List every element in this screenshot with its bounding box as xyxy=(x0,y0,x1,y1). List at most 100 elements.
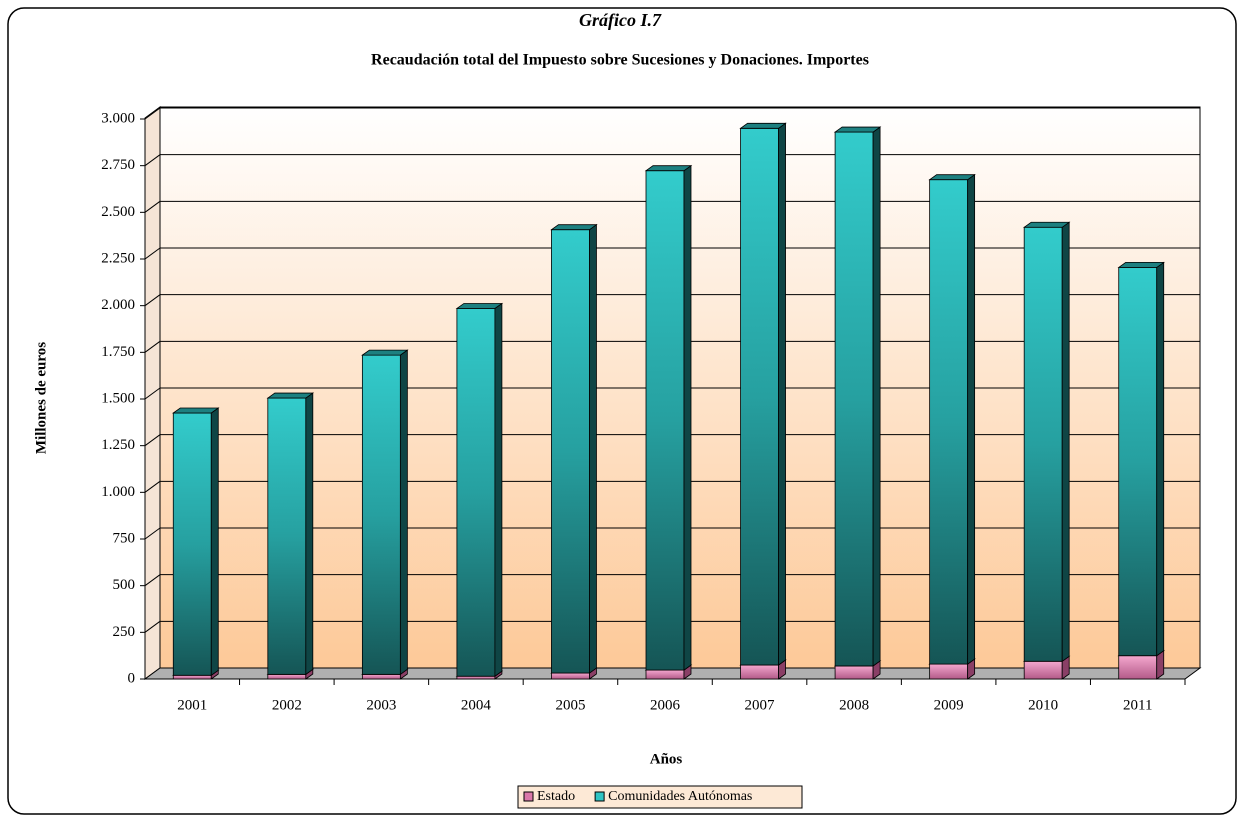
y-tick-label: 2.750 xyxy=(101,157,135,173)
chart-title: Gráfico I.7 xyxy=(579,10,662,30)
bar-front xyxy=(267,397,307,675)
bar-side xyxy=(872,126,881,667)
y-tick-label: 750 xyxy=(113,530,136,546)
y-tick-label: 1.500 xyxy=(101,390,135,406)
bar-segment xyxy=(550,223,598,674)
bar-side xyxy=(494,302,503,677)
grid-line-side xyxy=(144,340,161,353)
grid-line-side xyxy=(144,620,161,633)
grid-line-side xyxy=(144,154,161,167)
y-axis-label: Millones de euros xyxy=(33,342,49,454)
bar-side xyxy=(1061,221,1070,663)
x-tick-label: 2003 xyxy=(366,697,396,713)
grid-line-side xyxy=(144,480,161,493)
bar-front xyxy=(551,229,590,674)
bar-segment xyxy=(928,173,976,665)
bar-front xyxy=(929,663,969,680)
bar-segment xyxy=(172,407,220,677)
legend-label: Comunidades Autónomas xyxy=(608,789,752,804)
x-tick-label: 2007 xyxy=(745,697,776,713)
x-axis-label: Años xyxy=(650,751,683,767)
bar-front xyxy=(456,675,496,680)
bar-front xyxy=(929,179,969,665)
y-tick-label: 2.250 xyxy=(101,250,135,266)
bar-side xyxy=(210,407,219,677)
bar-top xyxy=(266,392,315,399)
grid-line-side xyxy=(144,247,161,260)
y-tick-label: 0 xyxy=(128,670,136,686)
bar-top xyxy=(455,303,504,309)
bar-top xyxy=(739,122,787,129)
x-tick-label: 2005 xyxy=(555,697,585,713)
grid-line-side xyxy=(144,200,161,213)
x-tick-label: 2008 xyxy=(839,697,869,713)
bar-front xyxy=(1118,655,1158,680)
bar-front xyxy=(1023,660,1063,680)
bar-top xyxy=(1117,261,1165,268)
legend-swatch xyxy=(594,791,605,802)
bar-side xyxy=(967,173,976,665)
y-tick-label: 2.500 xyxy=(101,204,135,220)
x-tick-label: 2010 xyxy=(1028,697,1058,713)
bar-side xyxy=(399,349,408,676)
grid-line-side xyxy=(144,387,161,400)
bar-top xyxy=(644,165,693,172)
bar-top xyxy=(361,349,409,356)
y-tick-label: 2.000 xyxy=(101,297,135,313)
grid-line-side xyxy=(144,107,161,120)
bar-segment xyxy=(833,126,882,667)
bar-front xyxy=(834,131,874,667)
bar-top xyxy=(550,224,598,231)
bar-side xyxy=(589,223,597,674)
x-tick-label: 2002 xyxy=(272,697,302,713)
bar-side xyxy=(305,392,314,676)
bar-front xyxy=(740,127,779,666)
bar-side xyxy=(1156,261,1165,657)
x-tick-label: 2004 xyxy=(461,697,492,713)
bar-top xyxy=(928,174,976,181)
bar-front xyxy=(645,669,685,680)
bar-segment xyxy=(455,302,504,677)
bar-front xyxy=(361,673,401,680)
bar-front xyxy=(172,674,212,680)
bar-segment xyxy=(1117,261,1165,657)
grid-line-side xyxy=(144,434,161,447)
chart-subtitle: Recaudación total del Impuesto sobre Suc… xyxy=(371,52,869,69)
bar-top xyxy=(1022,221,1071,228)
y-tick-label: 250 xyxy=(113,624,136,640)
bar-segment xyxy=(1022,221,1071,663)
x-tick-label: 2001 xyxy=(177,697,207,713)
y-tick-label: 1.000 xyxy=(101,484,135,500)
y-tick-label: 500 xyxy=(113,577,136,593)
y-tick-label: 1.250 xyxy=(101,437,135,453)
y-tick-label: 3.000 xyxy=(101,110,135,126)
bar-front xyxy=(1023,226,1063,662)
legend-swatch xyxy=(523,791,534,802)
bar-front xyxy=(551,672,590,680)
x-tick-label: 2009 xyxy=(934,697,964,713)
grid-line-side xyxy=(144,294,161,307)
bar-front xyxy=(740,664,779,680)
y-tick-label: 1.750 xyxy=(101,344,135,360)
bar-front xyxy=(361,354,401,675)
bar-segment xyxy=(739,122,787,666)
bar-front xyxy=(834,665,874,680)
legend-box xyxy=(517,785,803,809)
bar-front xyxy=(267,673,307,680)
x-tick-label: 2011 xyxy=(1123,697,1152,713)
bar-top xyxy=(172,407,220,414)
grid-line-side xyxy=(144,574,161,587)
legend-label: Estado xyxy=(537,789,575,804)
bar-segment xyxy=(361,349,409,676)
bar-front xyxy=(1118,266,1158,657)
legend: Estado Comunidades Autónomas xyxy=(517,785,803,809)
grid-line-side xyxy=(144,527,161,540)
bar-segment xyxy=(266,392,315,676)
bar-side xyxy=(778,122,786,666)
bar-front xyxy=(645,170,685,671)
bar-front xyxy=(456,308,496,677)
bar-side xyxy=(683,164,692,671)
bar-top xyxy=(833,126,882,133)
bar-segment xyxy=(644,164,693,671)
